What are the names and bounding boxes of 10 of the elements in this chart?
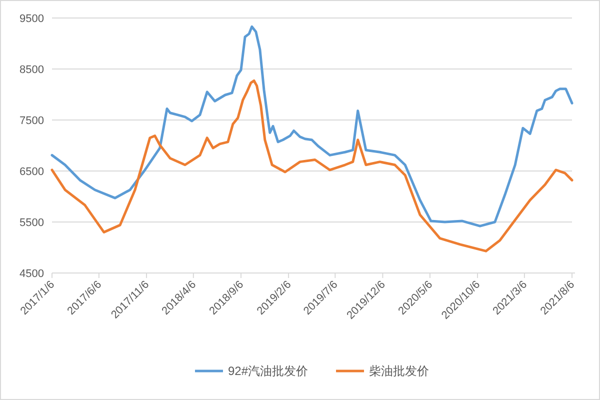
- line-series: [50, 25, 574, 228]
- y-tick-label: 7500: [20, 115, 44, 127]
- y-tick-label: 6500: [20, 166, 44, 178]
- y-tick-label: 8500: [20, 64, 44, 76]
- y-tick-label: 9500: [20, 13, 44, 25]
- legend-label: 柴油批发价: [369, 364, 430, 378]
- line-series: [50, 79, 574, 252]
- y-tick-label: 4500: [20, 268, 44, 280]
- y-tick-label: 5500: [20, 217, 44, 229]
- legend-label: 92#汽油批发价: [228, 364, 308, 378]
